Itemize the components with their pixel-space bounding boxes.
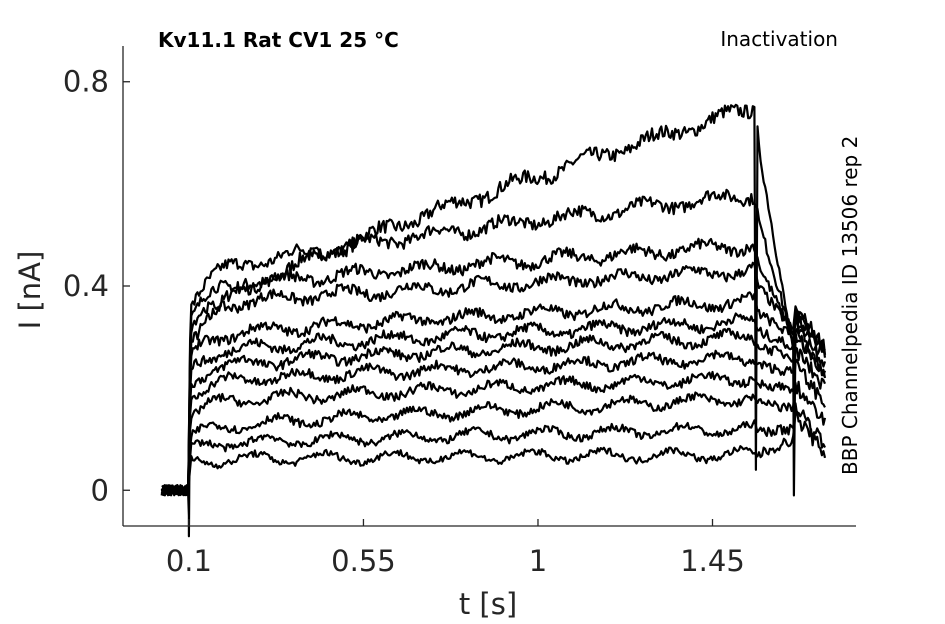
current-trace [160,380,827,495]
y-ticks-group: 0 0.4 0.8 [63,65,130,507]
y-tick-label: 0.4 [63,269,109,303]
x-ticks-group: 0.1 0.55 1 1.45 [166,519,745,578]
traces-group [160,103,827,538]
current-trace [161,312,827,497]
y-tick-label: 0.8 [63,65,109,99]
current-trace [160,237,826,497]
current-trace [160,346,827,496]
source-note: BBP Channelpedia ID 13506 rep 2 [838,136,862,475]
current-trace [161,188,826,497]
x-tick-label: 0.1 [166,544,212,578]
current-trace [160,103,827,538]
y-tick-label: 0 [91,473,109,507]
current-trace [160,402,826,496]
current-trace [161,291,827,496]
current-trace [160,358,826,497]
current-trace [160,410,827,496]
current-trace [160,261,827,497]
current-trace [160,327,827,497]
x-axis-label: t [s] [459,587,517,621]
x-tick-label: 1 [529,544,547,578]
chart-title: Kv11.1 Rat CV1 25 °C [158,28,399,52]
x-tick-label: 0.55 [331,544,396,578]
x-tick-label: 1.45 [680,544,745,578]
y-axis-label: I [nA] [13,251,47,330]
protocol-label: Inactivation [720,27,838,51]
